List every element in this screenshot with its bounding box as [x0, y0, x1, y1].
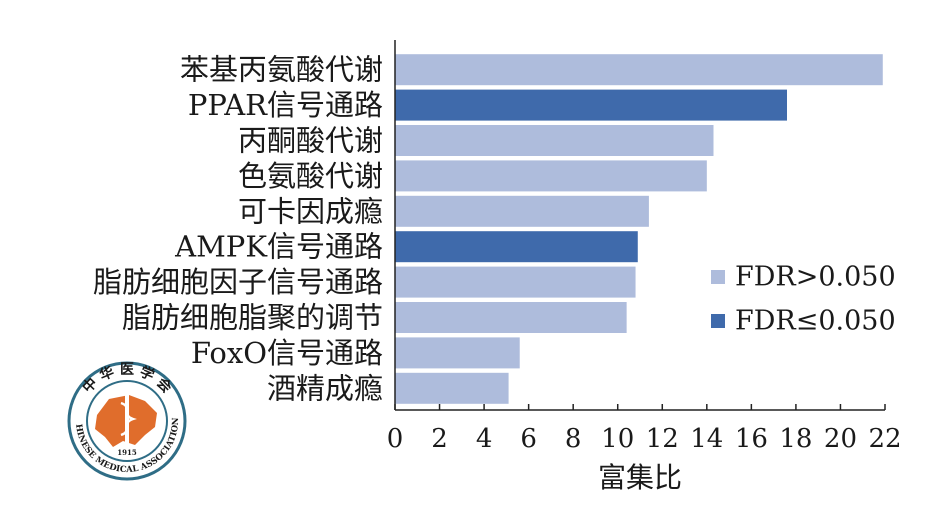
bar — [395, 195, 649, 227]
x-tick-label: 22 — [868, 424, 901, 454]
bar — [395, 302, 627, 333]
category-label: 可卡因成瘾 — [238, 194, 383, 228]
bar — [395, 337, 520, 369]
legend-label: FDR>0.050 — [735, 262, 896, 293]
category-label: FoxO信号通路 — [191, 336, 383, 370]
bar — [395, 54, 883, 86]
x-tick-label: 8 — [565, 424, 582, 454]
legend: FDR>0.050 FDR≤0.050 — [711, 262, 896, 337]
x-tick-label: 0 — [387, 424, 404, 454]
bar — [395, 231, 638, 263]
bar — [395, 372, 509, 404]
x-ticks: 0 2 4 6 8 10 12 14 16 18 20 22 — [387, 404, 902, 454]
x-tick-label: 18 — [779, 424, 812, 454]
category-label: 色氨酸代谢 — [238, 159, 383, 193]
x-axis-title: 富集比 — [598, 461, 682, 494]
bar — [395, 89, 787, 121]
cma-logo: 中 华 医 学 会 CHINESE MEDICAL ASSOCIATION 19… — [67, 361, 187, 481]
legend-label: FDR≤0.050 — [735, 306, 896, 337]
x-tick-label: 6 — [520, 424, 537, 454]
bar — [395, 160, 707, 192]
category-label: PPAR信号通路 — [188, 88, 383, 122]
category-labels: 苯基丙氨酸代谢PPAR信号通路丙酮酸代谢色氨酸代谢可卡因成瘾AMPK信号通路脂肪… — [93, 53, 383, 406]
category-label: 酒精成瘾 — [267, 371, 383, 405]
bar — [395, 266, 636, 298]
bar — [395, 125, 714, 156]
x-tick-label: 10 — [601, 424, 634, 454]
category-label: 丙酮酸代谢 — [238, 124, 383, 158]
legend-swatch — [711, 270, 725, 284]
legend-swatch — [711, 314, 725, 328]
category-label: 脂肪细胞脂聚的调节 — [122, 301, 383, 335]
logo-year: 1915 — [117, 448, 137, 457]
bars-group — [395, 54, 883, 404]
x-tick-label: 14 — [690, 424, 723, 454]
x-tick-label: 12 — [646, 424, 679, 454]
category-label: 脂肪细胞因子信号通路 — [93, 265, 383, 299]
x-tick-label: 4 — [476, 424, 493, 454]
x-tick-label: 16 — [735, 424, 768, 454]
x-tick-label: 20 — [824, 424, 857, 454]
category-label: 苯基丙氨酸代谢 — [180, 53, 383, 87]
category-label: AMPK信号通路 — [174, 230, 383, 264]
x-tick-label: 2 — [431, 424, 448, 454]
